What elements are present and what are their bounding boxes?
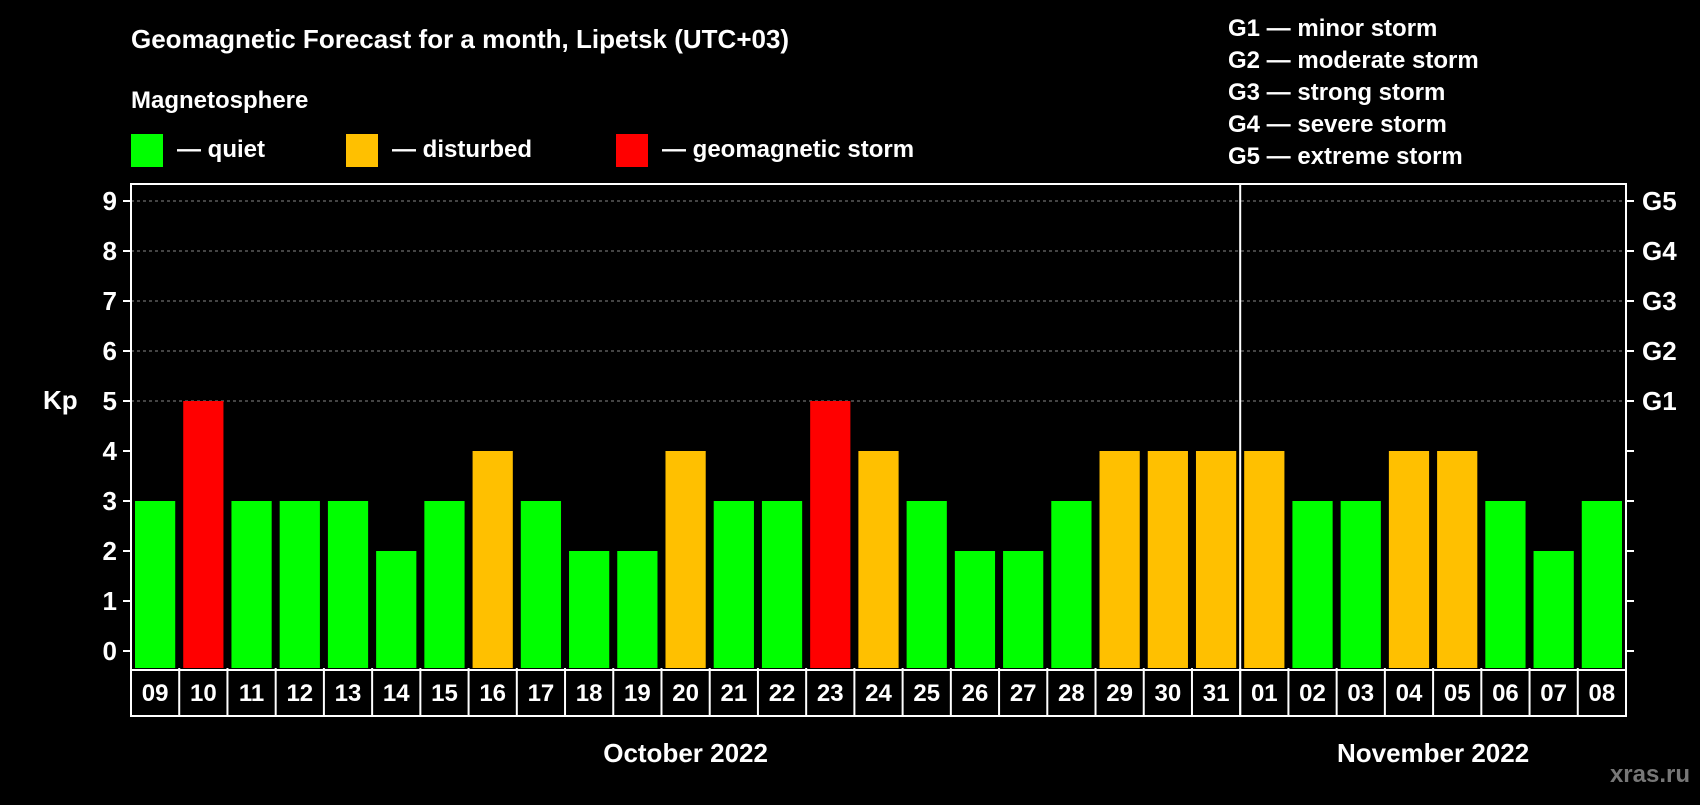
date-label: 14 (383, 680, 410, 707)
date-label: 10 (190, 680, 217, 707)
storm-level-label: G2 (1642, 336, 1677, 366)
date-label: 31 (1203, 680, 1230, 707)
legend-swatch-2 (616, 134, 648, 167)
bar-26 (954, 551, 996, 668)
bar-30 (1147, 451, 1188, 668)
bar-20 (665, 451, 706, 668)
legend-label-0: — quiet (177, 136, 265, 163)
y-tick-label: 9 (103, 186, 117, 216)
date-label: 07 (1540, 680, 1567, 707)
date-label: 01 (1251, 680, 1278, 707)
watermark: xras.ru (1610, 761, 1690, 788)
bar-18 (569, 551, 610, 668)
storm-scale-item: G3 — strong storm (1228, 79, 1445, 106)
date-label: 25 (913, 680, 940, 707)
date-label: 22 (769, 680, 796, 707)
legend: — quiet — disturbed — geomagnetic storm (131, 134, 914, 167)
bar-13 (327, 501, 369, 668)
y-tick-label: 5 (103, 386, 117, 416)
date-label: 27 (1010, 680, 1037, 707)
legend-label-1: — disturbed (392, 136, 532, 163)
bar-03 (1340, 501, 1381, 668)
month-label: October 2022 (603, 738, 768, 768)
date-label: 24 (865, 680, 892, 707)
date-label: 30 (1155, 680, 1182, 707)
bar-02 (1292, 501, 1333, 668)
y-axis-label: Kp (43, 385, 78, 415)
bar-05 (1437, 451, 1478, 668)
storm-scale-item: G4 — severe storm (1228, 111, 1447, 138)
date-label: 29 (1106, 680, 1133, 707)
bar-15 (424, 501, 465, 668)
date-label: 15 (431, 680, 458, 707)
y-tick-label: 0 (103, 636, 117, 666)
date-label: 04 (1396, 680, 1423, 707)
date-label: 05 (1444, 680, 1471, 707)
storm-level-label: G4 (1642, 236, 1677, 266)
bar-23 (810, 401, 851, 668)
legend-label-2: — geomagnetic storm (662, 136, 914, 163)
storm-level-label: G1 (1642, 386, 1677, 416)
legend-title: Magnetosphere (131, 87, 308, 114)
date-label: 26 (962, 680, 989, 707)
legend-swatch-1 (346, 134, 378, 167)
bar-04 (1388, 451, 1430, 668)
date-label: 21 (720, 680, 747, 707)
bar-24 (858, 451, 899, 668)
date-label: 13 (335, 680, 362, 707)
storm-scale-item: G2 — moderate storm (1228, 47, 1479, 74)
bar-14 (376, 551, 417, 668)
bar-07 (1533, 551, 1574, 668)
date-label: 09 (142, 680, 169, 707)
date-label: 16 (479, 680, 506, 707)
bar-10 (183, 401, 224, 668)
date-label: 06 (1492, 680, 1519, 707)
storm-level-label: G3 (1642, 286, 1677, 316)
bar-01 (1244, 451, 1285, 668)
date-label: 28 (1058, 680, 1085, 707)
date-label: 12 (286, 680, 313, 707)
date-label: 18 (576, 680, 603, 707)
y-tick-label: 2 (103, 536, 117, 566)
bar-17 (520, 501, 562, 668)
y-tick-label: 8 (103, 236, 117, 266)
month-label: November 2022 (1337, 738, 1529, 768)
storm-level-label: G5 (1642, 186, 1677, 216)
bar-27 (1003, 551, 1044, 668)
bar-06 (1485, 501, 1526, 668)
date-label: 11 (239, 680, 264, 707)
y-tick-label: 4 (103, 436, 118, 466)
storm-scale-item: G1 — minor storm (1228, 15, 1437, 42)
date-label: 20 (672, 680, 699, 707)
date-label: 03 (1347, 680, 1374, 707)
bar-08 (1581, 501, 1622, 668)
date-label: 17 (528, 680, 555, 707)
bar-11 (231, 501, 272, 668)
bar-22 (761, 501, 803, 668)
plot-area: 09 10 11 12 13 14 15 16 17 18 19 20 21 22 23 24 25 26 27 28… (103, 183, 1677, 768)
legend-swatch-0 (131, 134, 163, 167)
y-tick-label: 7 (103, 286, 117, 316)
date-label: 02 (1299, 680, 1326, 707)
storm-scale-item: G5 — extreme storm (1228, 143, 1463, 170)
date-label: 08 (1589, 680, 1616, 707)
bar-19 (617, 551, 658, 668)
bar-12 (279, 501, 320, 668)
bar-21 (713, 501, 754, 668)
bar-29 (1099, 451, 1140, 668)
bar-28 (1051, 501, 1092, 668)
bar-31 (1195, 451, 1237, 668)
date-label: 23 (817, 680, 844, 707)
bar-16 (472, 451, 513, 668)
date-label: 19 (624, 680, 651, 707)
y-tick-label: 1 (103, 586, 117, 616)
bar-09 (135, 501, 176, 668)
y-tick-label: 3 (103, 486, 117, 516)
storm-scale-legend: G1 — minor storm G2 — moderate storm G3 — … (1228, 15, 1479, 170)
bar-25 (906, 501, 947, 668)
y-tick-label: 6 (103, 336, 117, 366)
chart-title: Geomagnetic Forecast for a month, Lipets… (131, 24, 789, 54)
